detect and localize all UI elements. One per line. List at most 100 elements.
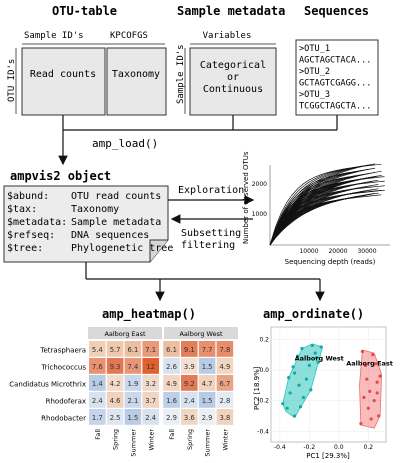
heatmap-col-label: Summer [204, 429, 212, 457]
rarefaction-curve [269, 166, 356, 246]
group-label-west: Aalborg West [179, 330, 223, 338]
heatmap-value: 4.9 [219, 363, 230, 371]
read-counts-box [21, 47, 106, 116]
heatmap-value: 3.7 [145, 397, 156, 405]
west-point [304, 377, 308, 381]
east-point [360, 349, 365, 354]
sequence-line: >OTU_2 [299, 67, 330, 77]
ordination-content: -0.4 -0.2 0.0 0.2 0.2 0.0 -0.2 -0.4 Aalborg West… [257, 327, 393, 451]
heatmap-cell [142, 341, 159, 357]
sequence-lines: >OTU_1 AGCTAGCTACA...>OTU_2 GCTAGTCGAGG...… [299, 44, 371, 112]
heatmap-value: 2.9 [166, 414, 177, 422]
heatmap-cell [163, 375, 180, 391]
heatmap-value: 4.7 [202, 380, 213, 388]
rarefaction-curve [269, 178, 359, 246]
heatmap-value: 6.1 [166, 346, 177, 354]
continuous-label: Continuous [203, 84, 263, 95]
heatmap-value: 9.3 [110, 363, 121, 371]
heatmap-value: 2.9 [202, 414, 213, 422]
heatmap-cell [198, 409, 216, 425]
east-group-label: Aalborg East [346, 359, 393, 367]
heatmap-cell [198, 341, 216, 357]
metadata-sample-ids-label: Sample ID's [176, 44, 186, 104]
heatmap-cell [142, 409, 159, 425]
heatmap-cell [89, 392, 106, 408]
heatmap-value: 4.2 [110, 380, 121, 388]
heatmap-cell [142, 358, 159, 374]
heatmap-row-label: Candidatus Microthrix [9, 381, 86, 389]
heatmap-value: 4.6 [110, 397, 121, 405]
ordinate-title: amp_ordinate() [263, 307, 364, 322]
west-point [315, 356, 319, 360]
heatmap-value: 3.8 [219, 414, 230, 422]
heatmap-value: 2.4 [184, 397, 195, 405]
heatmap-value: 3.6 [184, 414, 195, 422]
heatmap-value: 9.1 [184, 346, 195, 354]
heatmap-col-label: Summer [130, 429, 138, 457]
sequence-line: TCGGCTAGCTA... [299, 102, 371, 112]
heatmap-cell [181, 409, 198, 425]
rare-ytick-2000: 2000 [252, 181, 267, 188]
rare-ylabel: Number of observed OTUs [242, 151, 250, 244]
ampvis-row-key: $tax: [7, 204, 37, 215]
heatmap-value: 1.5 [202, 363, 213, 371]
ord-ytick: 0.0 [259, 367, 269, 374]
west-point [285, 406, 289, 410]
heatmap-value: 1.9 [127, 380, 138, 388]
heatmap-cell [181, 358, 198, 374]
heatmap-cell [106, 375, 124, 391]
read-counts-label: Read counts [30, 69, 96, 80]
ampvis-fold [149, 239, 168, 262]
west-point [291, 365, 295, 369]
heatmap-value: 1.6 [166, 397, 177, 405]
sequence-line: AGCTAGCTACA... [299, 56, 371, 66]
heatmap-value: 7.8 [219, 346, 230, 354]
heatmap-col-label: Winter [222, 429, 230, 451]
heatmap-value: 3.2 [145, 380, 156, 388]
ordination-chart: -0.4 -0.2 0.0 0.2 0.2 0.0 -0.2 -0.4 Aalborg West… [253, 326, 393, 460]
heatmap-cell [106, 409, 124, 425]
east-point [359, 422, 363, 426]
west-point [297, 383, 301, 387]
heatmap-value: 3.9 [184, 363, 195, 371]
heatmap-cell [124, 409, 142, 425]
heatmap-cells: Tetrasphaera 5.4 5.7 6.1 7.1 6.1 9.1 7.7 7.8 Tric… [9, 341, 234, 457]
heatmap-value: 6.1 [127, 346, 138, 354]
heatmap-col-label: Fall [94, 429, 102, 440]
heatmap-col-label: Spring [112, 429, 120, 450]
ord-xtick: -0.2 [303, 444, 315, 451]
rare-xlabel: Sequencing depth (reads) [285, 258, 376, 266]
east-point [369, 417, 373, 421]
heatmap-cell [163, 409, 180, 425]
heatmap-value: 7.1 [145, 346, 156, 354]
heatmap-cell [124, 358, 142, 374]
heatmap-col-label: Winter [147, 429, 155, 451]
east-point [378, 374, 382, 378]
metadata-box [189, 47, 277, 116]
ampvis-title: ampvis2 object [10, 169, 111, 183]
heatmap-value: 2.6 [166, 363, 177, 371]
heatmap-cell [216, 392, 234, 408]
west-point [300, 346, 304, 351]
or-label: or [227, 72, 239, 83]
heatmap-value: 2.4 [145, 414, 156, 422]
heatmap-value: 5.7 [110, 346, 121, 354]
heatmap-cell [181, 341, 198, 357]
west-point [309, 388, 313, 392]
heatmap-cell [142, 392, 159, 408]
rarefaction-curve [269, 193, 375, 246]
rarefaction-curve [269, 175, 379, 246]
ampvis-row-value: DNA sequences [71, 230, 149, 241]
heatmap-title: amp_heatmap() [102, 307, 196, 322]
sample-ids-header: Sample ID's [24, 31, 84, 41]
heatmap-value: 12 [146, 363, 155, 371]
heatmap-cell [124, 341, 142, 357]
east-point [377, 414, 381, 418]
west-point [316, 360, 320, 364]
subsetting-label: Subsetting [181, 228, 241, 239]
ampvis-row-key: $abund: [7, 191, 49, 202]
heatmap-value: 7.7 [202, 346, 213, 354]
ampvis-row-key: $refseq: [7, 230, 55, 241]
